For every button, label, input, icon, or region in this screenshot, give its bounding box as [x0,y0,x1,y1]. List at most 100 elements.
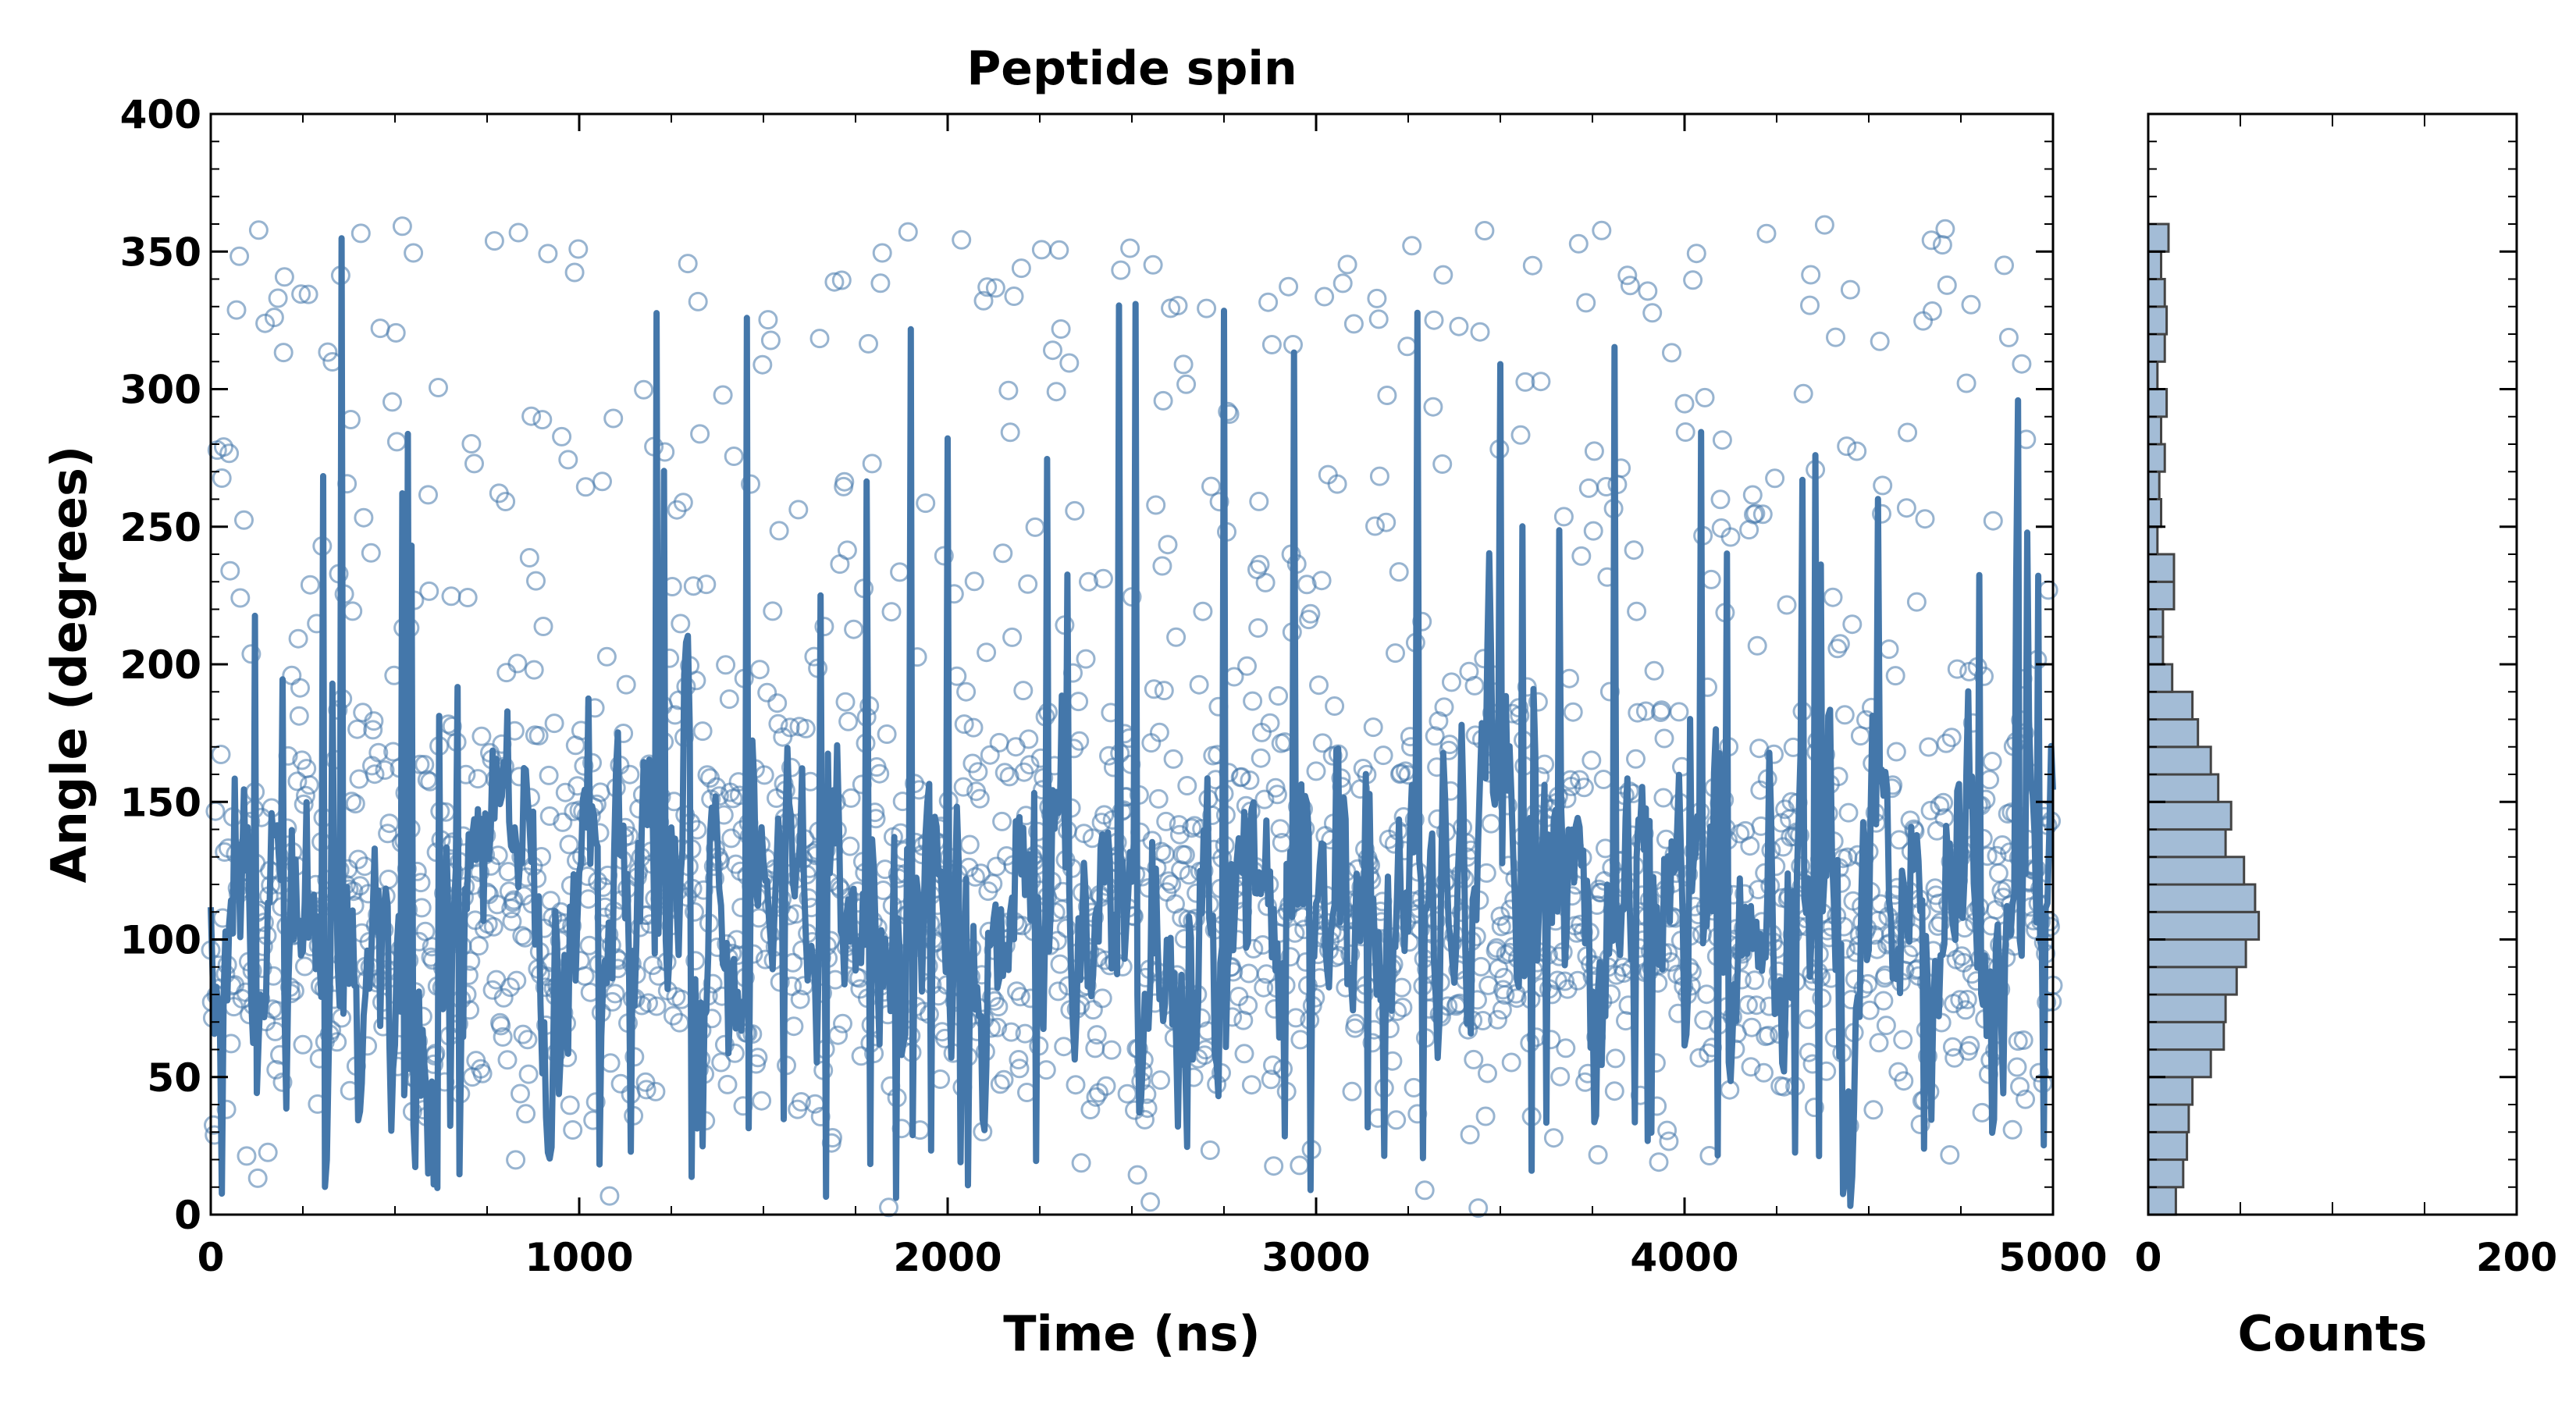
scatter-point [724,447,744,466]
scatter-point [1674,393,1695,414]
scatter-point [378,824,398,844]
scatter-point [1507,988,1527,1009]
scatter-point [1096,1076,1116,1096]
x-tick-label: 2000 [893,1235,1002,1280]
scatter-point [503,890,524,910]
scatter-point [1311,571,1332,591]
scatter-point [526,571,546,591]
scatter-point [994,1069,1014,1090]
scatter-point [516,1104,536,1124]
scatter-point [1425,726,1445,746]
scatter-point [952,229,972,250]
histogram-bar [2147,966,2238,996]
scatter-point [1662,343,1681,363]
scatter-point [837,540,857,560]
scatter-point [1624,540,1644,560]
scatter-point [241,644,262,664]
scatter-point [916,493,936,514]
scatter-point [532,410,553,430]
scatter-point [596,646,617,667]
scatter-point [2007,1057,2027,1077]
scatter-point [1974,666,1994,686]
histogram-bar [2147,1186,2177,1216]
scatter-point [1635,701,1656,721]
scatter-point [1747,635,1767,656]
scatter-point [1588,1144,1608,1165]
scatter-point [1076,649,1096,669]
scatter-point [696,575,717,595]
scatter-point [705,868,724,888]
scatter-point [1251,748,1271,768]
scatter-point [1243,691,1263,711]
scatter-point [809,329,830,349]
scatter-point [1255,572,1276,592]
scatter-point [977,277,998,297]
scatter-point [1582,750,1602,770]
scatter-point [1434,697,1454,717]
scatter-point [1218,401,1238,422]
scatter-point [1048,981,1069,1002]
scatter-point [1930,913,1951,933]
scatter-point [1628,703,1648,723]
scatter-point [1312,733,1332,753]
histogram-bar [2147,580,2176,610]
scatter-point [1439,740,1459,760]
scatter-point [1342,1081,1362,1101]
y-tick-label: 0 [174,1193,201,1238]
scatter-point [533,617,553,636]
scatter-point [1915,509,1935,529]
main-plot: 0 1000 2000 3000 4000 5000 0 50 100 150 200 250 300 3… [41,41,2108,1362]
histogram-bar [2147,498,2162,528]
scatter-point [692,721,713,742]
y-tick-label: 300 [120,368,201,413]
scatter-point [1576,293,1596,313]
scatter-point [1261,335,1282,354]
scatter-point [1168,296,1188,315]
y-axis-label: Angle (degrees) [41,446,98,883]
scatter-point [511,1083,530,1104]
scatter-point [1800,295,1820,315]
histogram-bar [2147,718,2200,749]
main-plot-ticks: 0 1000 2000 3000 4000 5000 0 50 100 150 200 250 300 3… [120,92,2108,1280]
scatter-point [1365,516,1385,536]
scatter-point [1363,717,1383,738]
scatter-point [1961,294,1981,315]
scatter-point [1384,834,1404,854]
scatter-point [220,560,240,581]
histogram-bar [2147,1076,2194,1106]
histogram-bar [2147,663,2174,693]
scatter-point [1675,422,1695,442]
scatter-point [814,617,834,637]
scatter-point [1182,818,1202,838]
scatter-point [348,849,368,870]
scatter-point [642,955,663,976]
scatter-point [1111,260,1131,280]
scatter-point [1869,1033,1889,1053]
scatter-point [757,682,777,703]
scatter-point [289,706,309,726]
scatter-point [1756,223,1777,244]
scatter-point [1432,454,1453,474]
scatter-point [519,548,539,568]
histogram-bar [2147,470,2161,501]
scatter-point [300,575,320,595]
scatter-point [229,246,250,266]
scatter-point [1982,752,2002,771]
scatter-point [769,521,789,541]
scatter-point [985,278,1005,298]
y-tick-label: 350 [120,229,201,275]
scatter-point [719,689,739,710]
scatter-point [1158,535,1178,555]
scatter-point [379,813,400,834]
scatter-point [763,601,783,621]
scatter-point [1176,374,1197,394]
scatter-point [616,674,636,695]
x-tick-label: 1000 [525,1235,633,1280]
scatter-point [1644,660,1664,681]
trajectory-series [208,235,2056,1209]
scatter-point [1043,340,1062,361]
scatter-point [1604,1081,1624,1101]
scatter-point [419,581,439,601]
scatter-point [1386,643,1405,664]
scatter-point [457,588,478,607]
